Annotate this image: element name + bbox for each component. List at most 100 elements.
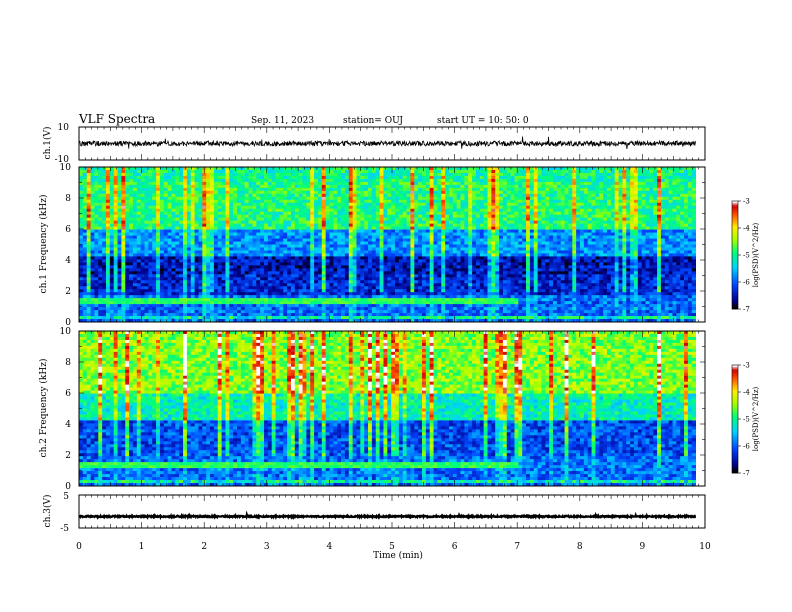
ch1-spectrogram-cell [375,178,380,183]
ch1-spectrogram-cell [113,175,118,180]
ch1-spectrogram-cell [109,169,115,174]
ch1-spectrogram-cell [472,184,477,189]
ch1-spectrogram-cell [672,220,677,225]
ch1-spectrogram-cell [614,235,619,239]
ch1-spectrogram-cell [541,184,546,189]
ch1-spectrogram-cell [622,196,627,201]
ch1-spectrogram-cell [564,229,569,233]
ch1-spectrogram-cell [217,178,222,183]
ch1-spectrogram-cell [98,217,103,222]
ch1-spectrogram-cell [556,217,562,222]
ch1-spectrogram-cell [529,235,535,239]
ch1-spectrogram-cell [260,244,265,248]
ch1-spectrogram-cell [233,217,238,222]
ch1-spectrogram-cell [402,199,407,204]
ch1-spectrogram-cell [418,241,423,245]
ch1-spectrogram-cell [664,199,670,204]
ch1-spectrogram-cell [660,247,666,251]
ch1-spectrogram-cell [421,199,427,204]
ch1-spectrogram-cell [252,187,257,192]
ch1-spectrogram-cell [314,235,319,239]
ch1-spectrogram-cell [491,217,496,222]
ch1-spectrogram-cell [344,199,350,204]
ch1-spectrogram-cell [687,220,693,225]
ch1-spectrogram-cell [499,184,504,189]
ch1-spectrogram-cell [591,193,596,198]
ch1-spectrogram-cell [464,229,469,233]
ch1-spectrogram-cell [537,247,542,251]
ch1-spectrogram-cell [506,208,512,213]
ch1-spectrogram-cell [406,202,411,207]
ch1-spectrogram-cell [672,175,677,180]
ch1-spectrogram-cell [213,167,219,171]
ch1-spectrogram-cell [676,184,681,189]
ch1-spectrogram-cell [364,205,369,210]
ch1-spectrogram-cell [344,223,350,228]
ch1-spectrogram-cell [406,247,411,251]
ch1-spectrogram-cell [298,199,303,204]
ch1-spectrogram-cell [248,172,253,177]
ch1-spectrogram-cell [510,238,515,242]
ch1-spectrogram-cell [125,229,130,233]
ch1-spectrogram-cell [125,247,130,251]
ch1-spectrogram-cell [267,184,273,189]
ch1-spectrogram-cell [348,220,354,225]
ch1-spectrogram-cell [105,205,111,210]
ch1-spectrogram-cell [252,217,257,222]
ch1-spectrogram-cell [321,232,327,236]
ch1-spectrogram-cell [556,196,562,201]
ch1-spectrogram-cell [645,202,650,207]
ch1-spectrogram-cell [680,244,685,248]
ch1-spectrogram-cell [448,178,454,183]
ch1-spectrogram-cell [267,226,273,230]
ch1-spectrogram-cell [140,223,145,228]
ch1-spectrogram-cell [279,178,284,183]
ch1-spectrogram-cell [622,187,627,192]
ch1-spectrogram-cell [302,172,307,177]
ch1-spectrogram-cell [421,184,427,189]
ch1-spectrogram-cell [360,167,365,171]
ch1-spectrogram-cell [526,175,531,180]
ch1-spectrogram-cell [109,232,115,236]
ch1-spectrogram-cell [271,244,276,248]
ch1-spectrogram-cell [549,169,554,174]
ch1-spectrogram-cell [429,175,434,180]
ch1-spectrogram-cell [379,250,384,254]
ch1-spectrogram-cell [194,196,199,201]
ch1-spectrogram-cell [298,250,303,254]
ch1-spectrogram-cell [364,235,369,239]
ch1-spectrogram-cell [541,211,546,216]
ch1-spectrogram-cell [306,208,311,213]
ch1-spectrogram-cell [580,223,585,228]
ch1-spectrogram-cell [341,214,346,219]
ch1-spectrogram-cell [113,220,118,225]
ch1-spectrogram-cell [603,184,608,189]
ch1-spectrogram-cell [364,229,369,233]
ch1-spectrogram-cell [448,167,454,171]
ch1-spectrogram-cell [502,223,508,228]
ch1-spectrogram-cell [263,205,269,210]
ch1-spectrogram-cell [437,226,442,230]
ch1-spectrogram-cell [487,241,492,245]
ch1-spectrogram-cell [379,238,384,242]
ch1-spectrogram-cell [105,208,111,213]
ch1-spectrogram-cell [518,187,523,192]
ch1-spectrogram-cell [240,229,246,233]
ch1-spectrogram-cell [267,202,273,207]
ch1-spectrogram-cell [368,217,373,222]
ch1-spectrogram-cell [472,190,477,195]
ch1-spectrogram-cell [79,196,84,201]
ch1-spectrogram-cell [606,196,612,201]
ch1-spectrogram-cell [437,211,442,216]
ch1-spectrogram-cell [645,211,650,216]
ch1-spectrogram-cell [263,172,269,177]
ch1-spectrogram-cell [545,202,550,207]
ch1-spectrogram-cell [472,241,477,245]
ch1-spectrogram-cell [356,199,361,204]
ch1-spectrogram-cell [402,190,407,195]
ch1-spectrogram-cell [456,199,461,204]
ch1-spectrogram-cell [337,232,342,236]
ch1-spectrogram-cell [198,235,203,239]
ch1-spectrogram-cell [514,208,519,213]
ch1-spectrogram-cell [233,244,238,248]
